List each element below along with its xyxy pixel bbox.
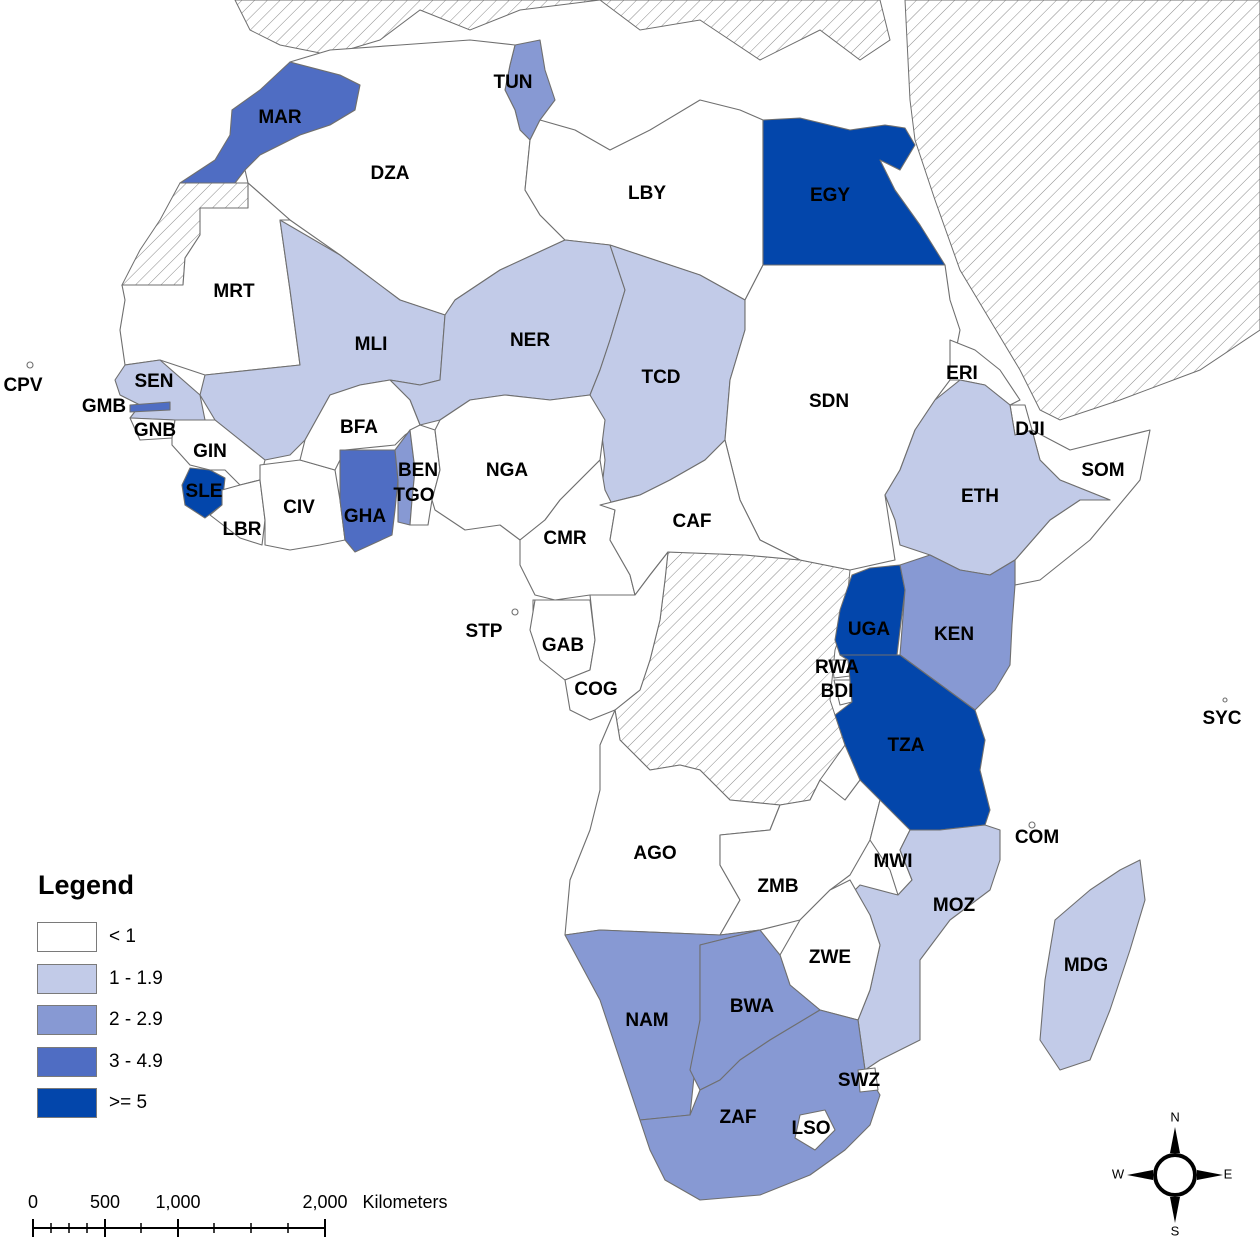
label-GNB: GNB xyxy=(134,420,176,441)
label-TUN: TUN xyxy=(493,72,532,93)
country-COG[interactable] xyxy=(564,551,669,721)
label-TGO: TGO xyxy=(393,485,434,506)
country-SYC[interactable] xyxy=(1222,697,1228,703)
label-TZA: TZA xyxy=(888,735,925,756)
label-EGY: EGY xyxy=(810,185,850,206)
label-GMB: GMB xyxy=(82,396,126,417)
label-ZWE: ZWE xyxy=(809,947,851,968)
label-CMR: CMR xyxy=(543,528,587,549)
country-LSO[interactable] xyxy=(794,1109,836,1151)
label-MAR: MAR xyxy=(258,107,302,128)
legend-label: 3 - 4.9 xyxy=(109,1051,163,1072)
legend-item-1: 1 - 1.9 xyxy=(37,964,237,996)
label-TCD: TCD xyxy=(641,367,680,388)
scale-tick-1000: 1,000 xyxy=(155,1192,200,1212)
label-COG: COG xyxy=(574,679,617,700)
label-LBY: LBY xyxy=(628,183,666,204)
country-BEN[interactable] xyxy=(409,424,441,526)
label-RWA: RWA xyxy=(815,657,859,678)
label-GAB: GAB xyxy=(542,635,584,656)
legend-swatch xyxy=(37,964,97,994)
legend-swatch xyxy=(37,1005,97,1035)
country-ETH[interactable] xyxy=(884,379,1111,576)
label-LBR: LBR xyxy=(222,519,261,540)
label-BEN: BEN xyxy=(398,460,438,481)
country-STP[interactable] xyxy=(511,608,519,616)
legend-swatch xyxy=(37,922,97,952)
countries-layer xyxy=(26,39,1228,1201)
label-GIN: GIN xyxy=(193,441,227,462)
label-ERI: ERI xyxy=(946,363,978,384)
label-AGO: AGO xyxy=(633,843,676,864)
europe-landmass xyxy=(234,0,891,61)
label-GHA: GHA xyxy=(344,506,387,527)
label-ZMB: ZMB xyxy=(757,876,798,897)
scale-tick-2000: 2,000 xyxy=(302,1192,347,1212)
country-UGA[interactable] xyxy=(834,564,906,656)
label-MWI: MWI xyxy=(873,851,912,872)
label-KEN: KEN xyxy=(934,624,974,645)
scale-tick-0: 0 xyxy=(28,1192,38,1212)
legend-label: 1 - 1.9 xyxy=(109,968,163,989)
label-CIV: CIV xyxy=(283,497,315,518)
label-ETH: ETH xyxy=(961,486,999,507)
label-UGA: UGA xyxy=(848,619,891,640)
label-SWZ: SWZ xyxy=(838,1070,881,1091)
label-NER: NER xyxy=(510,330,550,351)
country-COM[interactable] xyxy=(1028,821,1036,829)
legend-swatch xyxy=(37,1047,97,1077)
label-MRT: MRT xyxy=(213,281,255,302)
label-DZA: DZA xyxy=(370,163,409,184)
label-DJI: DJI xyxy=(1015,419,1045,440)
label-BDI: BDI xyxy=(821,681,854,702)
legend-item-2: 2 - 2.9 xyxy=(37,1005,237,1037)
compass-n: N xyxy=(1170,1109,1179,1124)
compass-e: E xyxy=(1224,1166,1233,1181)
country-MDG[interactable] xyxy=(1039,859,1146,1071)
country-GMB[interactable] xyxy=(129,401,171,413)
north-arrow-icon: N S E W xyxy=(1112,1109,1233,1238)
country-labels: MAR TUN DZA LBY EGY MRT MLI NER TCD SDN … xyxy=(3,72,1241,1139)
label-MLI: MLI xyxy=(355,334,388,355)
legend-swatch xyxy=(37,1088,97,1118)
label-SDN: SDN xyxy=(809,391,849,412)
label-MDG: MDG xyxy=(1064,955,1108,976)
country-CAF[interactable] xyxy=(599,439,801,596)
compass-w: W xyxy=(1112,1166,1125,1181)
legend-title: Legend xyxy=(38,870,135,900)
legend-label: < 1 xyxy=(109,926,136,947)
legend-label: >= 5 xyxy=(109,1092,148,1113)
label-LSO: LSO xyxy=(791,1118,830,1139)
label-SYC: SYC xyxy=(1202,708,1241,729)
label-CPV: CPV xyxy=(3,375,42,396)
country-CPV[interactable] xyxy=(26,361,34,369)
legend-item-4: >= 5 xyxy=(37,1088,237,1120)
legend-item-0: < 1 xyxy=(37,922,237,954)
label-MOZ: MOZ xyxy=(933,895,976,916)
label-CAF: CAF xyxy=(672,511,711,532)
label-SLE: SLE xyxy=(186,481,223,502)
label-NAM: NAM xyxy=(625,1010,668,1031)
no-data-areas xyxy=(121,0,1260,806)
label-NGA: NGA xyxy=(486,460,529,481)
country-LBR[interactable] xyxy=(209,479,266,546)
label-SEN: SEN xyxy=(134,371,173,392)
label-ZAF: ZAF xyxy=(720,1107,757,1128)
scale-bar: 0 500 1,000 2,000 Kilometers xyxy=(28,1192,448,1237)
label-BWA: BWA xyxy=(730,996,775,1017)
legend-item-3: 3 - 4.9 xyxy=(37,1047,237,1079)
label-BFA: BFA xyxy=(340,417,378,438)
label-SOM: SOM xyxy=(1081,460,1124,481)
compass-s: S xyxy=(1171,1223,1180,1238)
scale-unit: Kilometers xyxy=(362,1192,447,1212)
scale-tick-500: 500 xyxy=(90,1192,120,1212)
legend-label: 2 - 2.9 xyxy=(109,1009,163,1030)
label-STP: STP xyxy=(466,621,503,642)
middle-east-landmass xyxy=(904,0,1260,421)
label-COM: COM xyxy=(1015,827,1059,848)
country-SWZ[interactable] xyxy=(857,1067,879,1093)
country-GHA[interactable] xyxy=(339,449,399,553)
